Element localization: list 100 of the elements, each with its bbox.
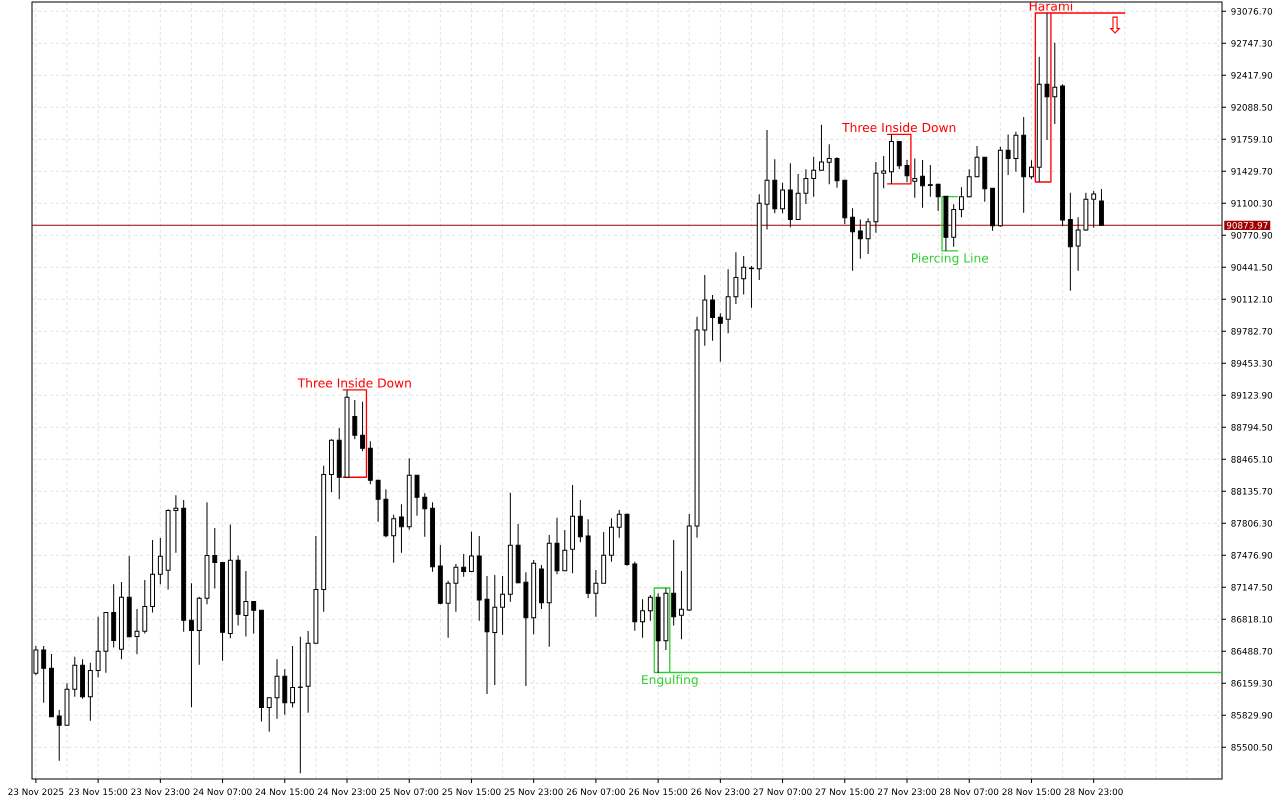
candlestick bbox=[72, 656, 78, 698]
candlestick bbox=[391, 514, 397, 564]
candlestick bbox=[826, 143, 832, 185]
x-tick-label: 27 Nov 23:00 bbox=[878, 788, 937, 796]
y-tick-label: 86488.70 bbox=[1231, 647, 1273, 655]
x-tick-label: 25 Nov 23:00 bbox=[504, 788, 563, 796]
candlestick bbox=[399, 503, 404, 554]
y-tick-label: 91429.70 bbox=[1231, 168, 1273, 175]
candlestick bbox=[850, 207, 856, 272]
x-tick-label: 23 Nov 15:00 bbox=[69, 788, 128, 796]
candlestick bbox=[562, 529, 568, 572]
series-label: Engulfing bbox=[642, 674, 698, 687]
y-tick-label: 88465.10 bbox=[1231, 455, 1273, 463]
annotation: ⇩ bbox=[1109, 16, 1121, 34]
candlestick bbox=[725, 268, 731, 334]
y-tick-label: 89782.70 bbox=[1231, 328, 1273, 335]
candlestick bbox=[966, 168, 972, 198]
candlestick bbox=[741, 255, 747, 295]
x-tick-label: 23 Nov 23:00 bbox=[131, 788, 190, 796]
candlestick bbox=[469, 531, 474, 573]
y-tick-label: 91759.10 bbox=[1231, 136, 1273, 143]
candlestick bbox=[1075, 216, 1081, 272]
candlestick bbox=[616, 509, 622, 539]
y-tick-label: 89453.30 bbox=[1231, 359, 1273, 367]
candlestick bbox=[974, 145, 980, 178]
candlestick bbox=[251, 600, 257, 634]
y-tick-label: 88794.50 bbox=[1231, 423, 1273, 431]
x-tick-label: 26 Nov 15:00 bbox=[629, 788, 688, 796]
candlestick bbox=[577, 499, 583, 543]
y-tick-label: 85829.90 bbox=[1231, 711, 1273, 719]
y-tick-label: 87147.50 bbox=[1231, 583, 1273, 591]
candlestick bbox=[671, 539, 677, 627]
y-tick-label: 91100.30 bbox=[1231, 200, 1273, 207]
series-label: Harami bbox=[1029, 1, 1073, 11]
candlestick bbox=[881, 155, 887, 189]
candlestick bbox=[959, 186, 964, 218]
x-tick-label: 27 Nov 07:00 bbox=[753, 788, 812, 796]
x-tick-label: 24 Nov 07:00 bbox=[193, 788, 252, 796]
y-tick-label: 90441.50 bbox=[1231, 264, 1273, 271]
candlestick bbox=[640, 598, 646, 639]
candlestick bbox=[212, 527, 218, 589]
y-tick-label: 90770.90 bbox=[1231, 232, 1273, 239]
candlestick bbox=[865, 217, 871, 255]
x-tick-label: 25 Nov 15:00 bbox=[442, 788, 501, 796]
y-tick-label: 87806.30 bbox=[1231, 519, 1273, 527]
candlestick bbox=[803, 168, 809, 205]
candlestick bbox=[780, 182, 786, 214]
candlestick bbox=[1044, 12, 1050, 141]
x-tick-label: 26 Nov 07:00 bbox=[566, 788, 625, 796]
y-tick-label: 85500.50 bbox=[1231, 743, 1273, 751]
y-tick-label: 92088.50 bbox=[1231, 104, 1273, 111]
y-tick-label: 92747.30 bbox=[1231, 40, 1273, 47]
candlestick bbox=[1013, 131, 1019, 173]
candlestick bbox=[266, 697, 272, 733]
series-label: Three Inside Down bbox=[297, 378, 411, 388]
x-tick-label: 28 Nov 07:00 bbox=[940, 788, 999, 796]
candlestick bbox=[904, 159, 910, 183]
candlestick bbox=[1029, 159, 1034, 180]
series-label: Three Inside Down bbox=[842, 122, 956, 133]
y-tick-label: 86818.10 bbox=[1231, 615, 1273, 623]
candlestick bbox=[764, 129, 770, 230]
x-tick-label: 23 Nov 2025 bbox=[8, 788, 64, 796]
candlestick bbox=[834, 156, 840, 189]
candlestick bbox=[95, 616, 101, 678]
candlestick bbox=[173, 494, 179, 554]
candlestick bbox=[290, 645, 296, 709]
candlestick bbox=[1052, 42, 1058, 125]
candlestick bbox=[679, 570, 684, 640]
candlestick bbox=[134, 608, 140, 655]
x-tick-label: 26 Nov 23:00 bbox=[691, 788, 750, 796]
x-tick-label: 28 Nov 15:00 bbox=[1002, 788, 1061, 796]
candlestick bbox=[749, 265, 754, 309]
candlestick bbox=[733, 251, 739, 305]
candlestick bbox=[189, 582, 194, 708]
candlestick bbox=[819, 124, 824, 171]
x-tick-label: 28 Nov 23:00 bbox=[1064, 788, 1123, 796]
candlestick bbox=[414, 474, 420, 517]
candlestick bbox=[157, 537, 163, 585]
ref-line-label: 90873.97 bbox=[1226, 221, 1268, 229]
y-tick-label: 93076.70 bbox=[1231, 8, 1273, 15]
candlestick bbox=[352, 399, 358, 440]
y-tick-label: 88135.70 bbox=[1231, 487, 1273, 495]
x-tick-label: 27 Nov 15:00 bbox=[815, 788, 874, 796]
x-tick-label: 24 Nov 23:00 bbox=[317, 788, 377, 796]
candlestick bbox=[375, 479, 381, 523]
y-tick-label: 86159.30 bbox=[1231, 679, 1273, 687]
candlestick bbox=[274, 658, 280, 720]
candlestick bbox=[297, 636, 303, 774]
y-tick-label: 87476.90 bbox=[1231, 551, 1273, 559]
candlestick bbox=[920, 159, 926, 209]
candlestick bbox=[56, 709, 62, 762]
candlestick bbox=[935, 183, 941, 212]
candlestick bbox=[243, 570, 249, 637]
x-tick-label: 24 Nov 15:00 bbox=[255, 788, 314, 796]
series-label: Piercing Line bbox=[911, 253, 989, 266]
candlestick bbox=[912, 157, 918, 199]
candlestick bbox=[41, 645, 47, 704]
y-tick-label: 89123.90 bbox=[1231, 391, 1273, 399]
candlestick bbox=[647, 594, 653, 622]
candlestick bbox=[453, 563, 459, 613]
